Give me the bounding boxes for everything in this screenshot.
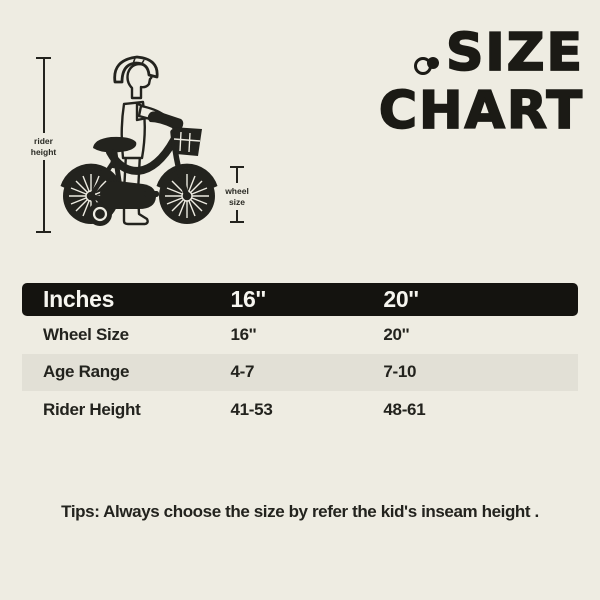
table-header-row: Inches 16'' 20'' bbox=[22, 283, 578, 316]
bike bbox=[60, 111, 218, 226]
cell-value: 4-7 bbox=[230, 362, 255, 382]
basket bbox=[172, 127, 202, 156]
row-label: Wheel Size bbox=[43, 324, 129, 344]
tips-note: Tips: Always choose the size by refer th… bbox=[61, 502, 539, 521]
cell-value: 20'' bbox=[383, 324, 410, 344]
seat-post bbox=[109, 149, 118, 169]
cell-value: 7-10 bbox=[383, 362, 417, 382]
header-cell-20: 20'' bbox=[383, 286, 419, 312]
wheel-size-label: wheel size bbox=[223, 183, 251, 211]
wheel-size-dimension: wheel size bbox=[223, 166, 251, 223]
handlebar bbox=[147, 111, 184, 130]
rider-height-label: rider height bbox=[28, 133, 59, 161]
title-line-2: CHART bbox=[378, 81, 584, 141]
page-title: SIZE CHART bbox=[378, 23, 584, 141]
title-line-1: SIZE bbox=[379, 23, 584, 83]
helmet-vent bbox=[140, 59, 145, 66]
cell-value: 16'' bbox=[230, 324, 257, 344]
cell-value: 41-53 bbox=[230, 399, 273, 419]
size-table: Inches 16'' 20'' Wheel Size 16'' 20'' Ag… bbox=[22, 283, 578, 429]
pedal bbox=[144, 191, 159, 197]
table-row: Wheel Size 16'' 20'' bbox=[22, 316, 578, 354]
helmet-vent bbox=[132, 57, 136, 65]
header-cell-inches: Inches bbox=[43, 286, 115, 312]
bike-and-kid-illustration bbox=[60, 55, 218, 226]
front-fender bbox=[156, 163, 218, 188]
saddle bbox=[93, 136, 137, 153]
kid-helmet bbox=[113, 55, 159, 84]
row-label: Rider Height bbox=[43, 399, 141, 419]
table-row: Rider Height 41-53 48-61 bbox=[22, 391, 578, 429]
row-label: Age Range bbox=[43, 362, 130, 382]
header-cell-16: 16'' bbox=[230, 286, 267, 312]
bike-size-diagram: rider height wheel size bbox=[28, 42, 251, 242]
table-row: Age Range 4-7 7-10 bbox=[22, 353, 578, 391]
rider-height-dimension: rider height bbox=[28, 57, 59, 233]
dot-filled-icon bbox=[426, 57, 439, 69]
dimension-cap bbox=[230, 221, 244, 223]
cell-value: 48-61 bbox=[383, 399, 426, 419]
dimension-cap bbox=[36, 231, 51, 233]
title-word-size: SIZE bbox=[445, 23, 584, 83]
chaincase bbox=[100, 181, 156, 209]
